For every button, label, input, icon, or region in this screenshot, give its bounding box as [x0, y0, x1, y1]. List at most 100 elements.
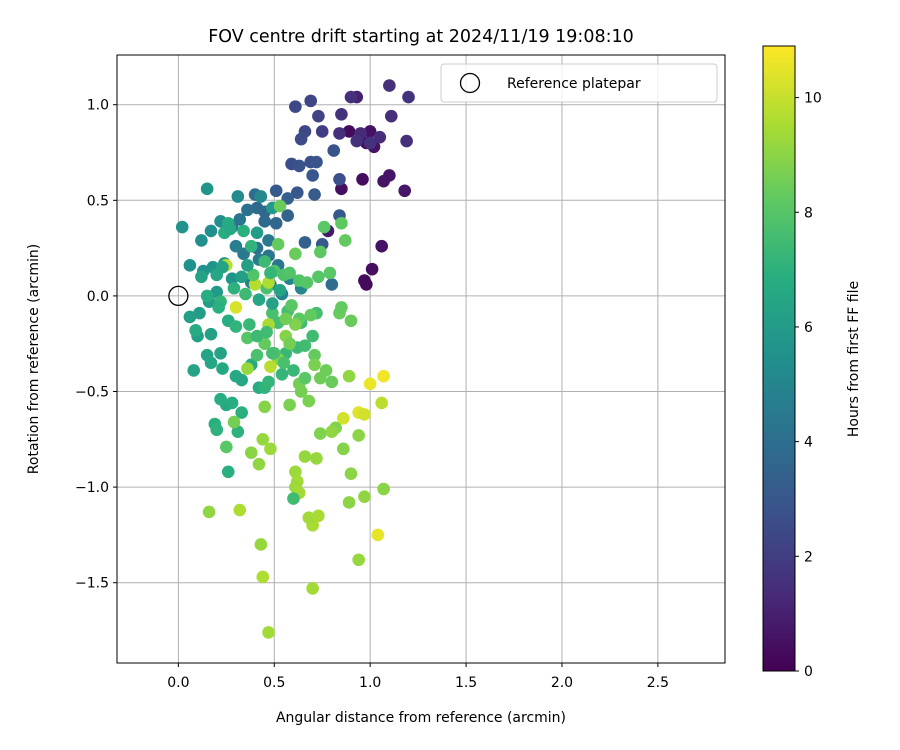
data-point-168: [202, 505, 216, 519]
data-point-31: [294, 132, 308, 146]
data-point-119: [283, 266, 296, 280]
data-point-173: [241, 362, 254, 375]
data-point-90: [216, 362, 229, 375]
data-point-127: [338, 234, 352, 247]
data-point-73: [175, 220, 189, 234]
x-axis-label: Angular distance from reference (arcmin): [276, 710, 566, 726]
data-point-50: [258, 215, 271, 228]
data-point-230: [273, 199, 287, 213]
data-point-162: [352, 553, 365, 567]
data-point-98: [235, 406, 248, 419]
data-point-37: [310, 155, 323, 169]
data-point-0: [342, 125, 356, 138]
data-point-217: [258, 255, 271, 268]
data-point-198: [283, 337, 296, 351]
x-axis-ticks: 0.0 0.5 1.0 1.5 2.0 2.5: [167, 663, 669, 691]
data-point-219: [237, 224, 250, 238]
data-point-159: [342, 496, 356, 509]
data-point-170: [256, 433, 270, 446]
data-point-3: [383, 169, 396, 182]
data-point-232: [273, 283, 287, 297]
data-point-186: [358, 408, 371, 421]
data-point-36: [333, 172, 346, 186]
data-point-110: [306, 329, 319, 343]
data-point-174: [258, 400, 271, 414]
data-point-61: [229, 239, 243, 253]
legend-box: [440, 63, 718, 103]
data-point-144: [337, 442, 350, 456]
data-point-122: [312, 270, 325, 284]
data-point-5: [363, 125, 377, 138]
data-point-128: [285, 299, 298, 312]
data-point-85: [204, 327, 218, 341]
data-point-130: [304, 308, 318, 322]
data-point-23: [333, 127, 346, 140]
data-point-133: [344, 314, 358, 328]
data-point-125: [314, 245, 327, 259]
data-point-79: [225, 272, 239, 285]
data-point-145: [344, 467, 358, 481]
data-point-199: [298, 371, 312, 385]
data-point-196: [258, 337, 271, 351]
data-point-105: [275, 367, 289, 381]
plot-frame: [116, 54, 726, 664]
data-point-177: [289, 318, 302, 331]
data-point-135: [325, 375, 339, 389]
colorbar-tick-label-3: 6: [804, 320, 813, 336]
data-point-22: [335, 107, 348, 121]
data-point-166: [262, 626, 275, 639]
data-point-126: [335, 216, 348, 230]
data-point-182: [262, 276, 275, 289]
data-point-161: [377, 482, 390, 496]
colorbar-ticks: 0 2 4 6 8 10: [795, 91, 822, 680]
data-point-124: [317, 220, 331, 234]
data-point-4: [398, 184, 411, 198]
data-point-189: [375, 396, 388, 410]
y-tick-label-4: 0.5: [87, 193, 109, 209]
data-point-41: [281, 192, 295, 205]
data-point-172: [264, 442, 277, 456]
y-tick-label-1: −1.0: [75, 480, 109, 496]
data-point-204: [239, 287, 252, 301]
data-point-192: [220, 440, 233, 454]
data-point-72: [195, 234, 208, 247]
data-point-9: [358, 274, 371, 287]
data-point-215: [266, 346, 279, 360]
legend: Reference platepar: [440, 63, 718, 103]
data-point-106: [287, 364, 300, 377]
data-point-158: [287, 492, 300, 505]
data-point-16: [402, 90, 415, 104]
data-point-17: [384, 109, 398, 123]
data-point-148: [342, 369, 356, 383]
colorbar-tick-label-5: 10: [804, 91, 822, 107]
data-point-141: [302, 394, 316, 408]
data-point-104: [262, 375, 275, 389]
data-point-234: [264, 266, 277, 280]
data-point-205: [227, 281, 241, 295]
data-point-80: [210, 285, 224, 299]
data-point-69: [231, 190, 245, 203]
data-point-39: [290, 186, 304, 199]
data-point-167: [233, 503, 247, 517]
data-point-142: [314, 427, 327, 440]
data-point-134: [335, 301, 348, 314]
chart-title: FOV centre drift starting at 2024/11/19 …: [208, 27, 634, 47]
colorbar-tick-label-0: 0: [804, 664, 813, 680]
data-point-226: [235, 270, 248, 284]
data-point-7: [335, 182, 348, 196]
data-point-194: [250, 348, 264, 362]
data-point-164: [254, 538, 268, 551]
data-point-171: [244, 446, 258, 459]
data-point-92: [235, 373, 248, 387]
data-point-224: [216, 260, 229, 274]
data-point-42: [308, 188, 321, 201]
data-point-18: [400, 134, 413, 148]
data-point-222: [223, 222, 237, 236]
data-point-123: [323, 266, 337, 280]
data-point-207: [212, 301, 225, 314]
data-point-100: [210, 423, 224, 437]
data-point-68: [254, 190, 268, 203]
data-point-102: [221, 465, 235, 479]
data-point-156: [302, 511, 316, 524]
data-point-27: [312, 109, 325, 123]
